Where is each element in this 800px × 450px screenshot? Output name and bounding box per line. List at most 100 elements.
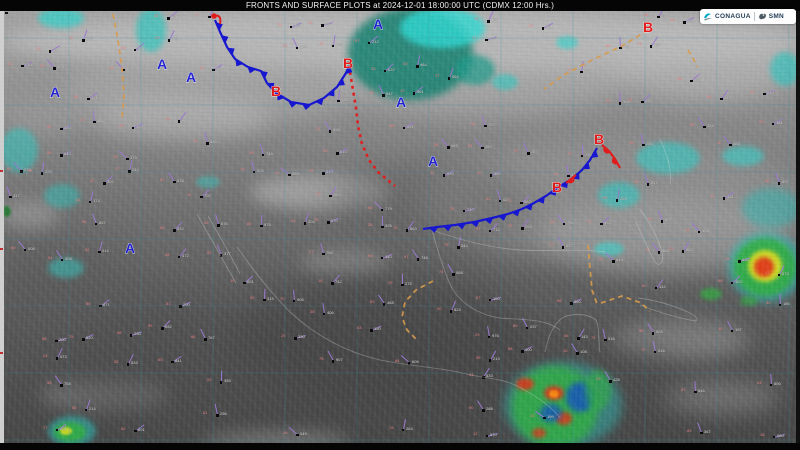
station-id: 841	[175, 358, 182, 363]
station-id: 976	[491, 333, 499, 338]
station-value: 34	[684, 227, 690, 232]
station-dot	[383, 69, 387, 73]
station-id: 521	[545, 24, 553, 30]
station-value: 75	[318, 356, 324, 362]
station-id: 174	[92, 198, 100, 203]
station-value: 43	[644, 247, 650, 253]
cloud-patch	[700, 288, 722, 300]
trough-line	[112, 13, 125, 119]
cloud-patch	[754, 257, 774, 277]
station-id: 379	[130, 155, 137, 160]
station-dot	[179, 305, 182, 308]
station-id: 907	[335, 357, 343, 363]
station-id: 108	[580, 349, 587, 355]
station-dot	[447, 146, 450, 149]
station-id: 674	[86, 36, 93, 42]
coastline	[544, 313, 601, 353]
station-dot	[331, 282, 334, 285]
coastline	[457, 371, 561, 419]
station-dot	[322, 312, 326, 316]
station-value: 31	[567, 151, 573, 156]
station-value: 34	[725, 256, 730, 262]
station-dot	[772, 435, 776, 439]
station-dot	[336, 152, 339, 155]
station-dot	[99, 304, 102, 308]
station-value: 38	[309, 168, 314, 174]
station-value: 89	[764, 178, 770, 184]
station-value: 46	[564, 333, 569, 339]
cold-front-triangle	[498, 214, 507, 221]
coastline	[196, 213, 237, 284]
station-dot	[777, 273, 781, 277]
station-id: 143	[581, 334, 588, 340]
station-id: 992	[604, 220, 612, 225]
station-dot	[296, 433, 299, 437]
station-id: 767	[208, 335, 216, 341]
station-dot	[525, 326, 529, 330]
station-dot	[243, 281, 246, 285]
cloud-patch	[742, 188, 800, 228]
station-value: 11	[187, 192, 192, 197]
station-id: 863	[409, 226, 417, 232]
station-dot	[200, 195, 203, 199]
warm-front-semicircle	[611, 157, 618, 165]
station-value: 72	[392, 225, 398, 231]
station-value: 85	[389, 123, 395, 128]
station-value: 32	[605, 98, 611, 104]
station-dot	[681, 250, 685, 253]
station-value: 87	[681, 387, 686, 392]
station-dot	[60, 258, 64, 262]
station-value: 85	[476, 170, 481, 176]
station-id: 255	[619, 196, 627, 202]
station-dot	[646, 183, 650, 186]
cold-front-triangle	[235, 59, 244, 67]
station-dot	[321, 24, 324, 27]
station-id: 089	[292, 171, 300, 176]
station-dot	[128, 170, 131, 173]
station-value: 32	[765, 300, 771, 305]
station-id: 756	[326, 250, 334, 255]
station-value: 64	[707, 94, 712, 99]
cloud-patch	[722, 146, 764, 166]
station-dot	[84, 408, 88, 412]
station-id: 609	[411, 359, 419, 365]
cloud-patch	[38, 8, 84, 28]
station-dot	[609, 380, 612, 383]
station-id: 619	[616, 257, 623, 263]
station-value: 74	[439, 269, 444, 275]
station-id: 851	[406, 124, 414, 129]
station-value: 92	[206, 250, 212, 256]
station-value: 72	[507, 198, 512, 203]
station-dot	[134, 429, 137, 433]
station-value: 54	[47, 255, 53, 260]
cloud-patch	[610, 30, 800, 100]
high-pressure-marker: A	[157, 56, 167, 72]
station-id: 333	[171, 36, 179, 41]
station-value: 53	[357, 325, 362, 331]
station-id: 568	[661, 248, 669, 254]
station-id: 673	[59, 354, 67, 360]
cold-front-triangle	[484, 217, 494, 225]
station-value: 40	[40, 63, 45, 69]
station-value: 82	[85, 247, 90, 252]
cloud-patch	[598, 182, 640, 208]
station-dot	[615, 199, 619, 202]
station-dot	[48, 50, 52, 53]
station-id: 302	[107, 179, 115, 185]
cloud-patch	[636, 142, 700, 174]
logo-divider	[753, 12, 755, 21]
station-value: 24	[368, 222, 373, 227]
station-dot	[263, 298, 266, 302]
station-id: 396	[622, 99, 630, 105]
coastline	[431, 229, 606, 253]
station-value: 54	[248, 150, 254, 155]
station-dot	[487, 335, 491, 339]
cloud-patch	[516, 378, 534, 390]
station-value: 76	[444, 242, 449, 248]
station-dot	[177, 255, 181, 259]
station-dot	[697, 230, 701, 234]
station-id: 687	[299, 44, 307, 49]
station-value: 45	[47, 124, 52, 129]
station-dot	[53, 67, 56, 70]
